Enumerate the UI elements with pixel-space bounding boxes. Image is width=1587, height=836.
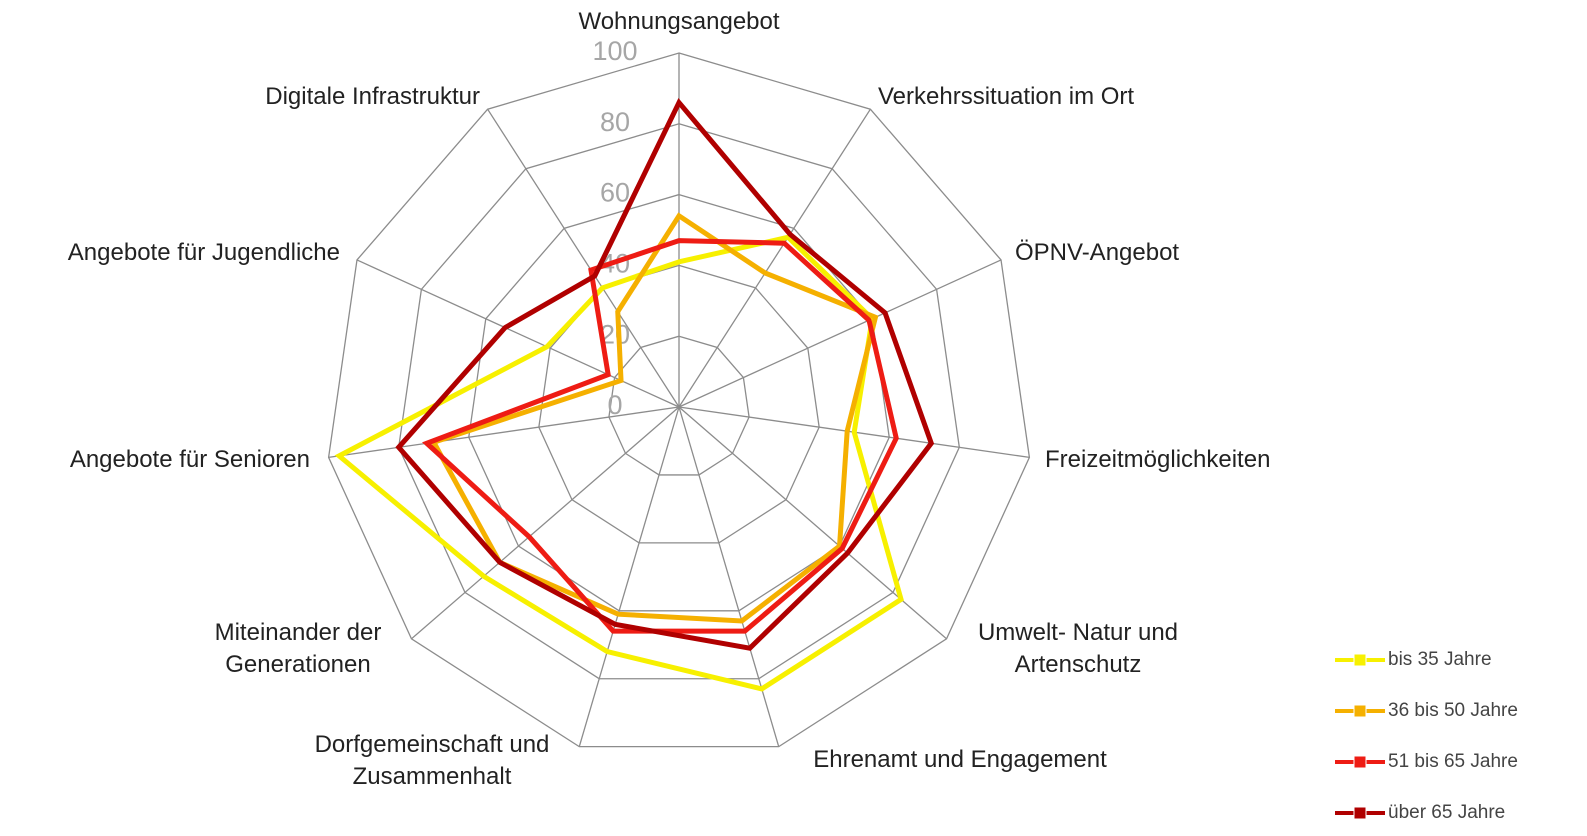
category-label: Wohnungsangebot bbox=[578, 8, 780, 35]
category-label: Dorfgemeinschaft und Zusammenhalt bbox=[314, 731, 550, 790]
series-line bbox=[395, 98, 935, 651]
spoke bbox=[356, 259, 680, 408]
spoke bbox=[578, 406, 680, 747]
r-tick-label: 0 bbox=[607, 390, 622, 420]
category-label: Verkehrssituation im Ort bbox=[878, 83, 1135, 110]
grid-ring bbox=[398, 123, 960, 680]
category-label: Angebote für Jugendliche bbox=[67, 239, 340, 266]
legend-label: bis 35 Jahre bbox=[1388, 649, 1492, 670]
r-tick-label: 80 bbox=[600, 107, 630, 137]
r-tick-label: 60 bbox=[600, 178, 630, 208]
legend-marker bbox=[1353, 755, 1367, 769]
category-label: ÖPNV-Angebot bbox=[1015, 239, 1180, 266]
legend-label: über 65 Jahre bbox=[1388, 802, 1505, 823]
category-label: Digitale Infrastruktur bbox=[265, 83, 480, 110]
legend-marker bbox=[1353, 704, 1367, 718]
grid-ring bbox=[538, 264, 820, 544]
grid-ring bbox=[327, 52, 1031, 748]
spoke bbox=[678, 406, 780, 747]
legend-label: 36 bis 50 Jahre bbox=[1388, 700, 1518, 721]
spoke bbox=[678, 259, 1002, 408]
category-label: Miteinander der Generationen bbox=[214, 619, 382, 678]
category-label: Ehrenamt und Engagement bbox=[813, 746, 1107, 773]
spoke bbox=[678, 108, 871, 408]
legend-marker bbox=[1353, 653, 1367, 667]
series-line bbox=[422, 238, 899, 634]
spoke bbox=[328, 406, 680, 459]
r-tick-label: 100 bbox=[592, 36, 637, 66]
series-line bbox=[334, 234, 904, 692]
spoke bbox=[411, 406, 680, 640]
spoke bbox=[487, 108, 680, 408]
legend-label: 51 bis 65 Jahre bbox=[1388, 751, 1518, 772]
category-label: Angebote für Senioren bbox=[69, 446, 310, 473]
legend-marker bbox=[1353, 806, 1367, 820]
category-label: Umwelt- Natur und Artenschutz bbox=[977, 619, 1179, 678]
category-label: Freizeitmöglichkeiten bbox=[1045, 446, 1271, 473]
